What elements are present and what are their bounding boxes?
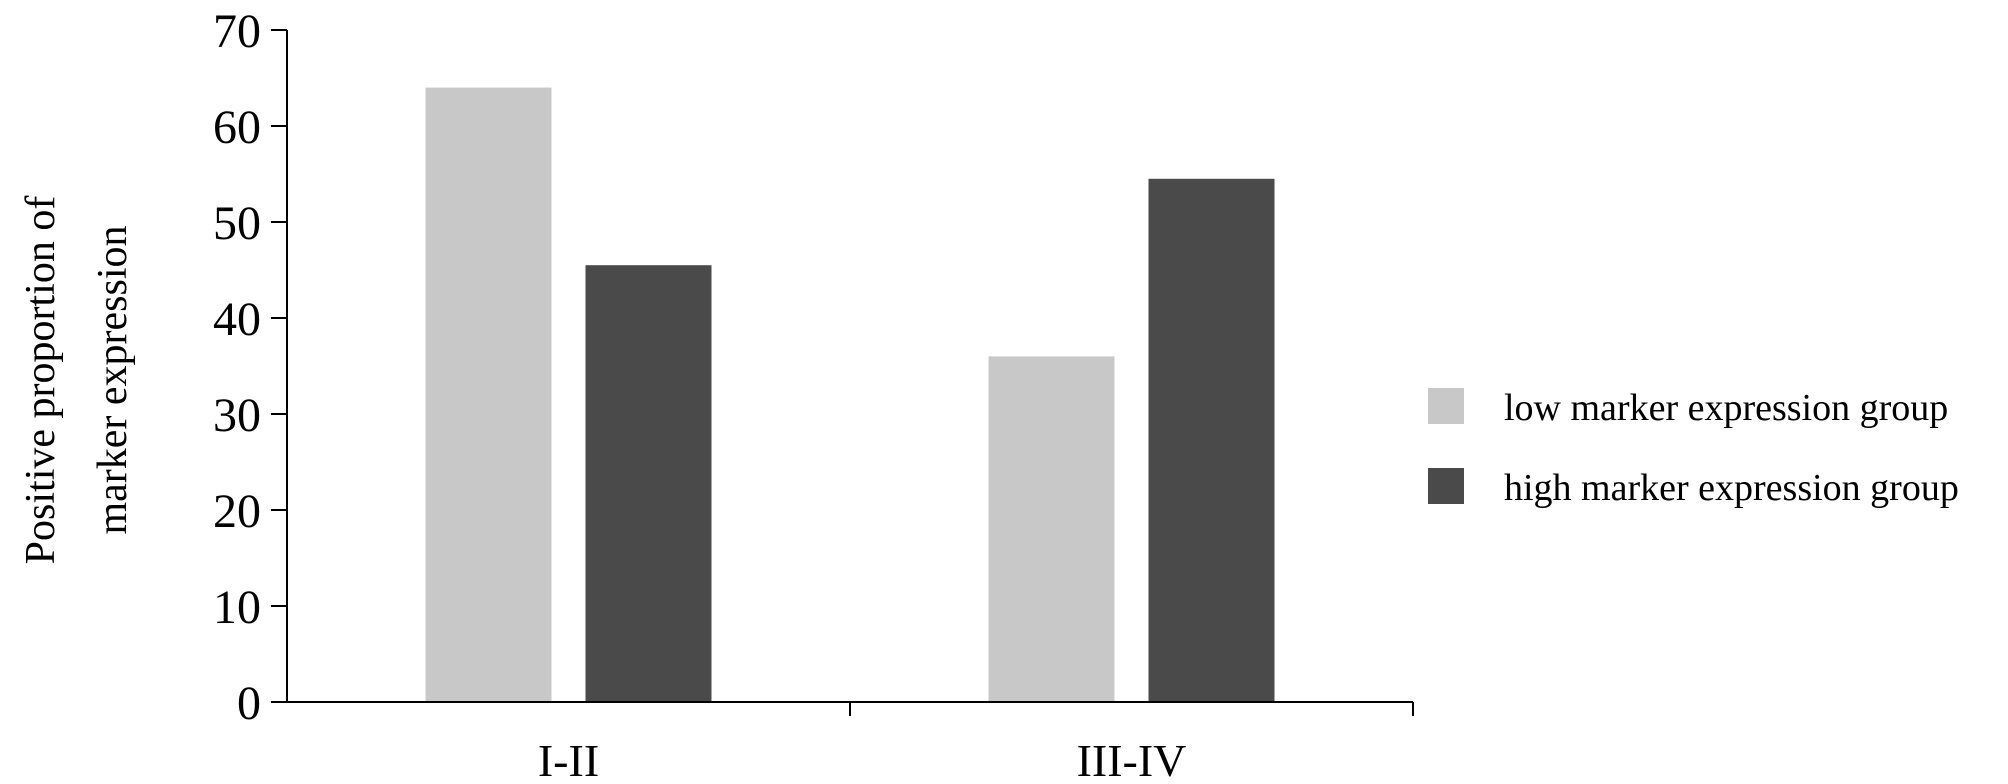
y-tick-label: 50 — [213, 197, 261, 250]
bar — [425, 87, 552, 703]
legend-swatch — [1428, 468, 1464, 504]
x-tick-label: I-II — [538, 735, 599, 784]
y-axis-title: Positive proportion of marker expression — [18, 196, 136, 565]
legend: low marker expression group high marker e… — [1428, 387, 1959, 509]
x-axis: I-II III-IV — [287, 701, 1414, 784]
bar — [1148, 178, 1275, 703]
bar — [988, 356, 1115, 702]
y-tick-label: 40 — [213, 293, 261, 346]
plot-area — [425, 87, 1275, 703]
y-axis-title-line: marker expression — [90, 225, 136, 534]
bar — [585, 265, 712, 702]
legend-swatch — [1428, 388, 1464, 424]
y-tick-label: 10 — [213, 581, 261, 634]
legend-label: low marker expression group — [1504, 387, 1948, 429]
y-axis-title-line: Positive proportion of — [18, 196, 64, 565]
y-tick-label: 70 — [213, 5, 261, 58]
x-tick-label: III-IV — [1077, 735, 1187, 784]
legend-label: high marker expression group — [1504, 467, 1959, 509]
y-axis: 0 10 20 30 40 50 60 70 — [213, 5, 288, 730]
y-tick-label: 0 — [237, 677, 261, 730]
y-tick-label: 20 — [213, 485, 261, 538]
y-tick-label: 60 — [213, 101, 261, 154]
y-tick-label: 30 — [213, 389, 261, 442]
